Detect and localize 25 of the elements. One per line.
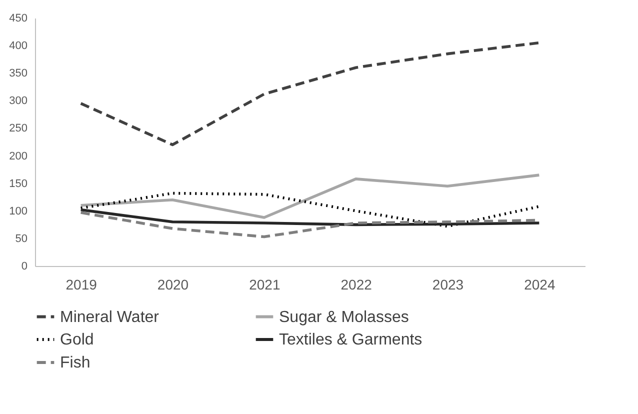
legend-label: Fish [60,354,90,372]
y-tick-label: 150 [9,178,28,190]
y-tick-label: 250 [9,122,28,135]
line-series [79,192,541,228]
legend-label: Gold [60,332,94,348]
y-tick-label: 300 [9,95,28,108]
legend-label: Textiles & Garments [279,332,422,348]
y-tick-label: 0 [21,260,28,272]
x-tick-label: 2024 [524,276,556,292]
y-tick-label: 450 [9,12,28,24]
legend-label: Sugar & Molasses [279,308,409,326]
y-tick-label: 200 [9,150,28,162]
legend-label: Mineral Water [60,308,160,326]
x-tick-label: 2022 [340,276,372,292]
line-series [79,41,541,146]
x-tick-label: 2023 [432,276,464,292]
x-tick-label: 2020 [157,276,189,292]
y-tick-label: 100 [9,205,28,218]
line-series [79,174,541,219]
x-tick-label: 2019 [66,276,98,292]
y-tick-label: 50 [15,232,28,245]
y-tick-label: 400 [9,40,28,52]
line-series [79,208,541,226]
x-tick-label: 2021 [249,276,280,292]
y-tick-label: 350 [9,68,28,80]
